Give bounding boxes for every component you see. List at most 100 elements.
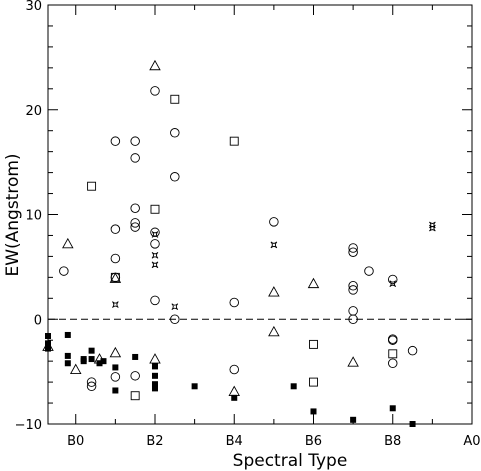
filled-square-point [64,331,71,338]
open-circle-point [110,136,121,146]
x-tick-label: B2 [146,434,163,449]
open-square-point [309,377,318,387]
data-points [42,59,436,427]
open-circle-point [130,153,140,163]
open-square-point [130,391,140,401]
x-tick-label: B8 [384,434,401,449]
filled-square-point [290,383,297,390]
axis-tick-labels: B0 B2 B4 B6 B8 A0 −10 0 10 20 30 [15,0,481,449]
plot-frame [47,4,473,425]
open-triangle-point [149,59,161,71]
open-circle-point [150,295,160,306]
star-point [151,252,159,259]
filled-square-point [80,358,87,365]
open-circle-point [110,372,121,382]
open-circle-point [110,224,121,234]
filled-square-point [151,363,158,370]
open-circle-point [110,253,121,264]
filled-square-point [191,383,198,390]
x-tick-label: B0 [67,434,84,449]
star-point [389,280,397,287]
filled-square-point [112,387,119,394]
open-circle-point [130,371,140,381]
open-square-point [150,204,160,214]
filled-square-point [231,394,238,401]
open-circle-point [269,217,279,227]
x-tick-label: B4 [226,434,243,449]
filled-square-point [64,352,71,359]
open-triangle-point [307,277,320,289]
open-square-point [309,339,318,349]
filled-square-point [132,353,139,360]
open-circle-point [150,86,160,96]
y-tick-label: −10 [15,418,42,433]
open-triangle-point [228,385,241,396]
open-square-point [388,349,398,359]
filled-square-point [151,385,158,392]
star-point [429,224,436,232]
open-triangle-point [69,363,82,374]
filled-square-point [45,333,51,340]
x-tick-label: B6 [305,434,322,449]
open-circle-point [130,136,140,146]
open-circle-point [348,306,358,316]
open-circle-point [364,266,374,276]
open-circle-point [348,247,358,257]
star-point [151,261,159,269]
open-triangle-point [109,272,122,283]
open-circle-point [130,218,140,228]
open-square-point [87,181,97,191]
open-circle-point [86,381,97,392]
filled-square-point [350,416,357,423]
open-circle-point [387,274,398,285]
open-circle-point [348,280,358,291]
open-circle-point [86,377,97,387]
open-square-point [170,94,180,104]
y-tick-label: 0 [34,313,42,328]
filled-square-point [409,421,416,427]
y-tick-label: 10 [25,209,42,224]
open-triangle-point [268,286,280,297]
open-circle-point [130,203,140,213]
filled-square-point [88,356,95,363]
filled-square-point [310,408,317,415]
star-point [270,241,278,249]
open-circle-point [130,222,140,232]
open-circle-point [150,227,160,238]
y-tick-label: 30 [25,0,42,14]
open-triangle-point [149,353,161,364]
axis-ticks [48,4,473,425]
open-circle-point [150,239,160,249]
open-circle-point [229,364,239,375]
open-triangle-point [268,325,280,337]
y-axis-title: EW(Angstrom) [3,153,23,276]
star-point [112,301,119,308]
filled-square-point [112,364,119,371]
open-circle-point [59,266,69,276]
x-axis-title: Spectral Type [233,451,348,471]
open-circle-point [348,285,358,295]
open-circle-point [348,314,358,325]
star-point [171,303,179,311]
open-circle-point [170,128,180,138]
star-point [151,231,159,238]
filled-square-point [151,381,158,388]
open-circle-point [387,358,398,368]
open-triangle-point [109,346,122,358]
filled-square-point [96,360,103,367]
filled-square-point [151,372,158,379]
open-circle-point [348,243,358,253]
open-circle-point [170,314,180,325]
x-tick-label: A0 [463,434,480,449]
filled-square-point [88,347,95,354]
filled-square-point [45,345,51,352]
open-circle-point [170,172,180,182]
open-circle-point [229,297,239,308]
open-triangle-point [62,237,74,249]
filled-square-point [45,340,51,347]
filled-square-point [100,358,107,365]
open-circle-point [407,345,418,356]
open-circle-point [110,272,121,283]
open-circle-point [387,335,398,345]
y-tick-label: 20 [25,104,42,119]
